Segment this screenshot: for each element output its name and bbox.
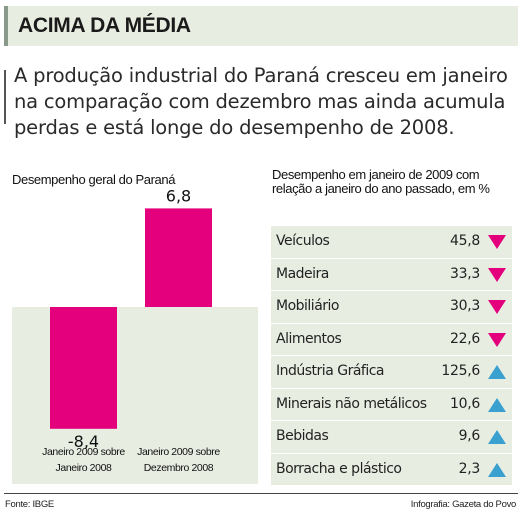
row-label: Minerais não metálicos [276,395,427,412]
performance-table: Veículos 45,8 Madeira 33,3 Mobiliário 30,3 Ali… [271,226,512,486]
row-label: Alimentos [276,330,342,347]
triangle-down-icon [488,267,506,282]
row-value: 10,6 [450,395,480,412]
lead-text: A produção industrial do Paraná cresceu … [14,64,508,139]
table-row: Minerais não metálicos 10,6 [271,388,512,421]
triangle-up-icon [488,397,506,412]
triangle-up-icon [488,365,506,379]
row-value: 125,6 [441,363,480,379]
row-label: Bebidas [276,428,329,444]
table-row: Alimentos 22,6 [271,323,512,356]
table-row: Indústria Gráfica 125,6 [271,356,512,389]
row-label: Mobiliário [276,298,340,314]
triangle-up-icon [488,462,506,477]
footer-rule [4,493,518,494]
row-value: 33,3 [450,265,480,282]
bar-0 [50,307,117,429]
row-value: 22,6 [450,330,480,347]
triangle-down-icon [488,235,506,249]
bar-value-label-0: -8,4 [68,432,99,451]
triangle-up-icon [488,430,506,444]
table-row: Bebidas 9,6 [271,421,512,454]
triangle-down-icon [488,300,506,314]
category-label-0-0: Janeiro 2009 sobre [42,446,125,458]
triangle-down-icon [488,332,506,347]
source-note: Fonte: IBGE [5,499,54,510]
bar-1 [145,208,212,307]
category-label-0-1: Janeiro 2008 [56,462,112,474]
table-row: Borracha e plástico 2,3 [271,453,512,486]
table-row: Mobiliário 30,3 [271,291,512,324]
bar-value-label-1: 6,8 [166,190,191,205]
category-label-1-1: Dezembro 2008 [144,462,214,474]
page-title: ACIMA DA MÉDIA [18,14,191,37]
table-title: Desempenho em janeiro de 2009 com relaçã… [272,167,490,196]
row-label: Madeira [276,265,329,282]
credit-note: Infografia: Gazeta do Povo [410,499,517,510]
category-label-1-0: Janeiro 2009 sobre [137,446,220,458]
table-row: Madeira 33,3 [271,258,512,291]
bar-chart-title: Desempenho geral do Paraná [12,172,176,187]
row-value: 30,3 [450,298,480,314]
row-label: Indústria Gráfica [276,363,385,379]
lead-rule [4,70,6,124]
row-label: Borracha e plástico [276,460,402,477]
row-label: Veículos [276,233,330,249]
row-value: 9,6 [458,428,481,444]
header-bar: ACIMA DA MÉDIA [4,6,518,46]
row-value: 2,3 [458,460,481,477]
row-value: 45,8 [450,233,480,249]
table-row: Veículos 45,8 [271,226,512,259]
